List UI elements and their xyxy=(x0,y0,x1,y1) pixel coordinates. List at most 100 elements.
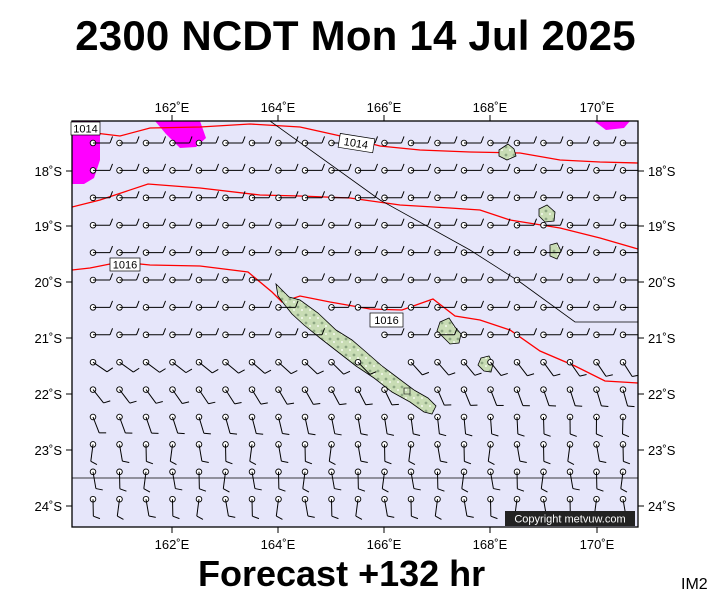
wind-barb-feather xyxy=(570,433,577,437)
wind-barb-shaft xyxy=(196,499,200,517)
wind-barb-feather xyxy=(533,191,538,198)
wind-barb-feather xyxy=(480,163,485,171)
wind-barb-shaft xyxy=(145,389,157,404)
wind-barb-feather xyxy=(640,328,643,335)
wind-barb-feather xyxy=(162,191,167,198)
wind-barb-feather xyxy=(295,300,299,308)
wind-barb-feather xyxy=(640,164,643,171)
wind-barb-shaft xyxy=(92,361,108,373)
wind-barb-feather xyxy=(109,245,114,253)
wind-barb-feather xyxy=(533,245,538,253)
lat-label-left: 18˚S xyxy=(35,164,63,179)
wind-barb-shaft xyxy=(222,471,226,489)
wind-barb-shaft xyxy=(119,444,123,462)
wind-barb-feather xyxy=(268,191,273,198)
wind-barb-feather xyxy=(517,433,525,437)
image-code: IM2 xyxy=(681,576,708,593)
wind-barb-shaft xyxy=(145,416,152,434)
wind-barb-feather xyxy=(427,136,432,144)
wind-barb-feather xyxy=(527,373,535,377)
wind-barb-feather xyxy=(211,368,219,374)
wind-barb-feather xyxy=(117,515,124,520)
wind-barb-feather xyxy=(480,273,485,281)
wind-barb-feather xyxy=(281,460,289,464)
wind-barb-feather xyxy=(374,163,379,171)
wind-barb-shaft xyxy=(543,389,550,406)
wind-barb-shaft xyxy=(437,444,441,462)
lat-label-left: 22˚S xyxy=(35,387,63,402)
wind-barb-feather xyxy=(308,433,316,436)
wind-barb-feather xyxy=(360,433,368,436)
wind-barb-feather xyxy=(374,273,379,281)
wind-barb-feather xyxy=(215,191,220,198)
wind-barb-shaft xyxy=(304,361,318,375)
wind-barb-shaft xyxy=(569,389,576,406)
wind-barb-feather xyxy=(480,300,485,308)
wind-barb-feather xyxy=(223,488,230,493)
wind-barb-shaft xyxy=(304,499,309,517)
wind-barb-shaft xyxy=(622,389,629,407)
wind-barb-feather xyxy=(334,433,342,436)
wind-barb-shaft xyxy=(143,471,147,489)
wind-barb-shaft xyxy=(278,389,288,405)
wind-barb-feather xyxy=(242,191,246,198)
wind-barb-feather xyxy=(242,273,246,281)
wind-barb-feather xyxy=(162,163,167,171)
wind-barb-feather xyxy=(238,369,245,374)
wind-barb-feather xyxy=(374,300,379,308)
wind-barb-feather xyxy=(620,488,628,493)
wind-barbs xyxy=(89,136,643,520)
wind-barb-feather xyxy=(560,273,564,281)
wind-barb-feather xyxy=(321,163,326,171)
wind-barb-shaft xyxy=(225,416,231,434)
wind-barb-feather xyxy=(533,273,538,281)
wind-barb-feather xyxy=(613,273,617,281)
wind-barb-feather xyxy=(215,245,220,253)
wind-barb-shaft xyxy=(304,416,310,434)
wind-barb-feather xyxy=(474,372,482,376)
wind-barb-feather xyxy=(507,328,511,335)
wind-barb-feather xyxy=(355,515,363,520)
wind-barb-feather xyxy=(623,460,631,465)
wind-barb-feather xyxy=(189,245,193,253)
wind-barb-feather xyxy=(203,432,211,435)
wind-barb-feather xyxy=(480,218,485,226)
wind-barb-feather xyxy=(343,370,351,375)
island-isle-of-pines xyxy=(403,387,411,395)
wind-barb-feather xyxy=(586,218,591,226)
wind-barb-feather xyxy=(321,191,326,198)
wind-barb-feather xyxy=(133,367,140,373)
wind-barb-feather xyxy=(109,273,114,281)
wind-barb-feather xyxy=(533,218,538,226)
wind-barb-feather xyxy=(480,136,485,144)
wind-barb-feather xyxy=(543,433,551,437)
wind-barb-feather xyxy=(586,136,591,144)
precip-area-northeast xyxy=(594,121,630,130)
lat-label-right: 24˚S xyxy=(648,499,676,514)
isobar-label-text: 1016 xyxy=(374,315,398,327)
lon-label-top: 162˚E xyxy=(155,100,190,115)
wind-barb-shaft xyxy=(169,444,173,462)
wind-barb-shaft xyxy=(357,444,362,462)
wind-barb-feather xyxy=(543,460,551,465)
wind-barb-shaft xyxy=(225,499,229,517)
wind-barb-feather xyxy=(136,218,140,226)
wind-barb-feather xyxy=(560,218,564,226)
wind-barb-feather xyxy=(93,515,101,520)
lat-label-right: 22˚S xyxy=(648,387,676,402)
wind-barb-feather xyxy=(146,460,154,465)
wind-barb-feather xyxy=(256,432,264,435)
wind-barb-shaft xyxy=(620,471,624,489)
wind-barb-feather xyxy=(295,328,299,335)
wind-barb-feather xyxy=(109,300,114,308)
wind-barb-feather xyxy=(321,245,326,253)
wind-barb-feather xyxy=(189,163,193,171)
wind-barb-shaft xyxy=(490,471,494,489)
wind-barb-feather xyxy=(613,136,617,144)
wind-barb-shaft xyxy=(92,416,100,434)
lon-label-bottom: 170˚E xyxy=(580,537,615,552)
lat-label-left: 21˚S xyxy=(35,331,63,346)
wind-barb-feather xyxy=(307,515,315,518)
wind-barb-shaft xyxy=(357,416,362,434)
wind-barb-feather xyxy=(143,488,151,493)
